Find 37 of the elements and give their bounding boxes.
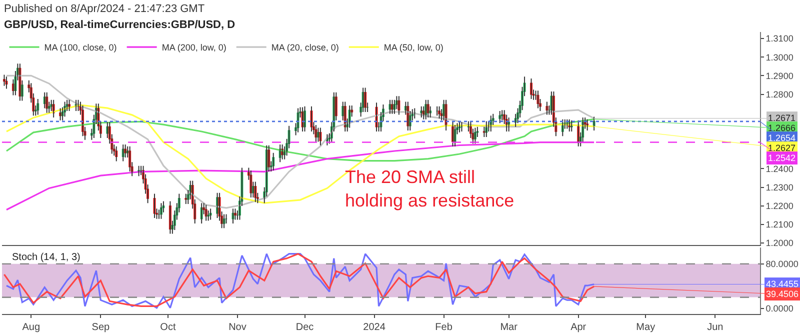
- y-tick-label: 1.2400: [766, 164, 794, 174]
- x-tick-label: Feb: [435, 322, 453, 333]
- y-tick-label: 1.2200: [766, 201, 794, 212]
- x-tick-label: Apr: [570, 322, 587, 333]
- x-tick-label: Aug: [22, 322, 40, 333]
- x-tick-label: 2024: [363, 322, 386, 333]
- y-tick-label: 1.2000: [766, 238, 794, 248]
- x-tick-label: Sep: [92, 322, 110, 333]
- annotation: 1.2666: [768, 123, 796, 133]
- y-tick-label: 80.0000: [766, 259, 798, 270]
- chart-subtitle: GBP/USD, Real-timeCurrencies:GBP/USD, D: [4, 19, 236, 31]
- annotation: 43.4455: [766, 279, 799, 289]
- legend-label: MA (100, close, 0): [44, 42, 117, 53]
- legend-label: MA (200, low, 0): [162, 42, 226, 53]
- ref-line-label: 1.2654: [768, 133, 796, 143]
- y-tick-label: 1.2300: [766, 182, 794, 192]
- annotation: 1.2627: [768, 143, 796, 153]
- chart-title: Published on 8/Apr/2024 - 21:47:23 GMT: [4, 3, 205, 15]
- x-tick-label: Jun: [707, 322, 724, 333]
- legend-label: MA (20, close, 0): [271, 42, 339, 53]
- x-tick-label: Nov: [228, 322, 246, 333]
- y-tick-label: 1.3100: [766, 34, 794, 44]
- chart-title: Stoch (14, 1, 3): [12, 252, 80, 263]
- x-tick-label: May: [636, 322, 656, 333]
- x-tick-label: Oct: [160, 322, 176, 333]
- y-tick-label: 1.2900: [766, 70, 794, 81]
- y-tick-label: 1.2800: [766, 89, 794, 100]
- y-tick-label: 0.0000: [766, 304, 794, 314]
- annotation: The 20 SMA still holding as resistance: [345, 167, 514, 210]
- ref-line-label: 1.2542: [768, 153, 796, 163]
- x-tick-label: Dec: [296, 322, 314, 333]
- annotation: 39.4506: [766, 289, 799, 299]
- legend-label: MA (50, low, 0): [384, 42, 444, 53]
- annotation: 1.2671: [768, 113, 796, 123]
- y-tick-label: 1.3000: [766, 52, 794, 62]
- x-tick-label: Mar: [500, 322, 518, 333]
- y-tick-label: 1.2100: [766, 220, 794, 230]
